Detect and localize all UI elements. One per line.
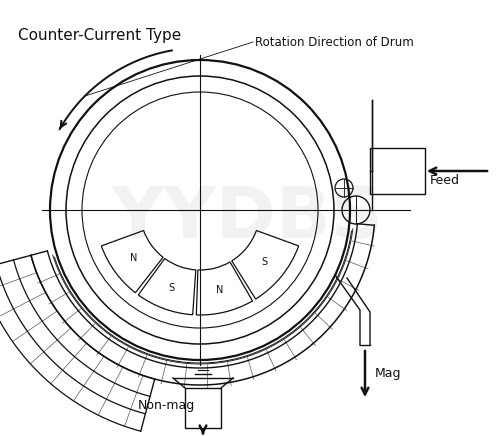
Text: Feed: Feed xyxy=(430,174,460,187)
Text: Mag: Mag xyxy=(375,367,401,379)
Text: S: S xyxy=(169,283,175,293)
Text: N: N xyxy=(216,285,224,295)
Bar xyxy=(185,388,221,428)
Text: S: S xyxy=(261,257,267,267)
Text: N: N xyxy=(129,253,137,263)
Text: YYDBS: YYDBS xyxy=(112,184,384,252)
Bar xyxy=(370,148,425,194)
Text: Rotation Direction of Drum: Rotation Direction of Drum xyxy=(255,35,414,48)
Text: Counter-Current Type: Counter-Current Type xyxy=(18,28,181,43)
Text: Non-mag: Non-mag xyxy=(138,399,195,412)
